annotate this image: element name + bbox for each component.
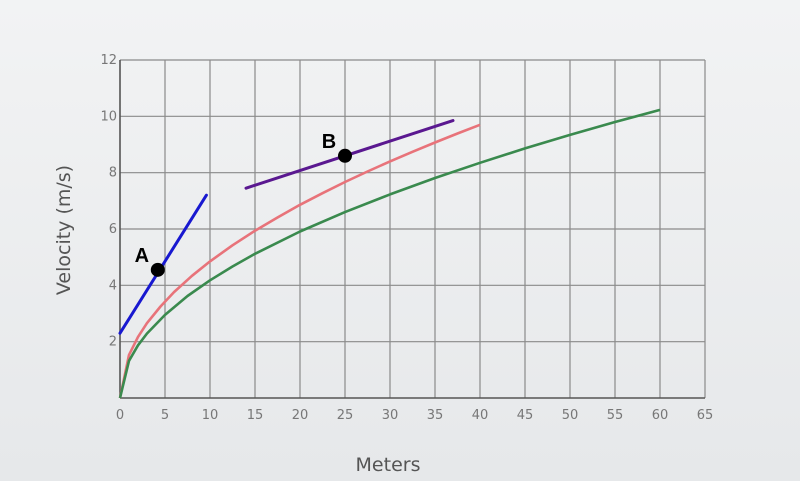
- x-tick-label: 25: [337, 408, 354, 423]
- x-tick-label: 20: [292, 408, 309, 423]
- series-line-2: [118, 108, 661, 399]
- series-line-1: [118, 123, 481, 399]
- y-tick-label: 12: [100, 53, 117, 68]
- point-label-a: A: [135, 245, 149, 267]
- x-tick-label: 50: [562, 408, 579, 423]
- x-axis-label: Meters: [356, 454, 421, 476]
- grid-lines: [120, 59, 706, 398]
- y-axis-label: Velocity (m/s): [53, 165, 75, 295]
- tangent-line-1: [118, 193, 208, 335]
- x-tick-labels: 0 5 10 15 20 25 30 35 40 45 50 55 60 65: [116, 408, 713, 423]
- curves: [118, 108, 661, 399]
- y-tick-label: 8: [109, 166, 117, 181]
- x-tick-label: 5: [161, 408, 169, 423]
- x-tick-label: 10: [202, 408, 219, 423]
- marked-points: AB: [135, 131, 352, 277]
- point-a: [150, 262, 165, 277]
- x-tick-label: 65: [697, 408, 714, 423]
- x-tick-label: 30: [382, 408, 399, 423]
- x-tick-label: 15: [247, 408, 264, 423]
- x-tick-label: 55: [607, 408, 624, 423]
- y-tick-labels: 2 4 6 8 10 12: [100, 53, 117, 350]
- y-tick-label: 10: [100, 109, 117, 124]
- point-b: [338, 148, 352, 163]
- y-tick-label: 4: [109, 278, 117, 293]
- axes: [119, 60, 705, 399]
- tangent-lines: [118, 119, 455, 335]
- y-tick-label: 2: [109, 335, 117, 350]
- y-tick-label: 6: [109, 222, 117, 237]
- point-label-b: B: [322, 131, 336, 153]
- x-tick-label: 35: [427, 408, 444, 423]
- x-tick-label: 0: [116, 408, 124, 423]
- x-tick-label: 45: [517, 408, 534, 423]
- x-tick-label: 60: [652, 408, 669, 423]
- x-tick-label: 40: [472, 408, 489, 423]
